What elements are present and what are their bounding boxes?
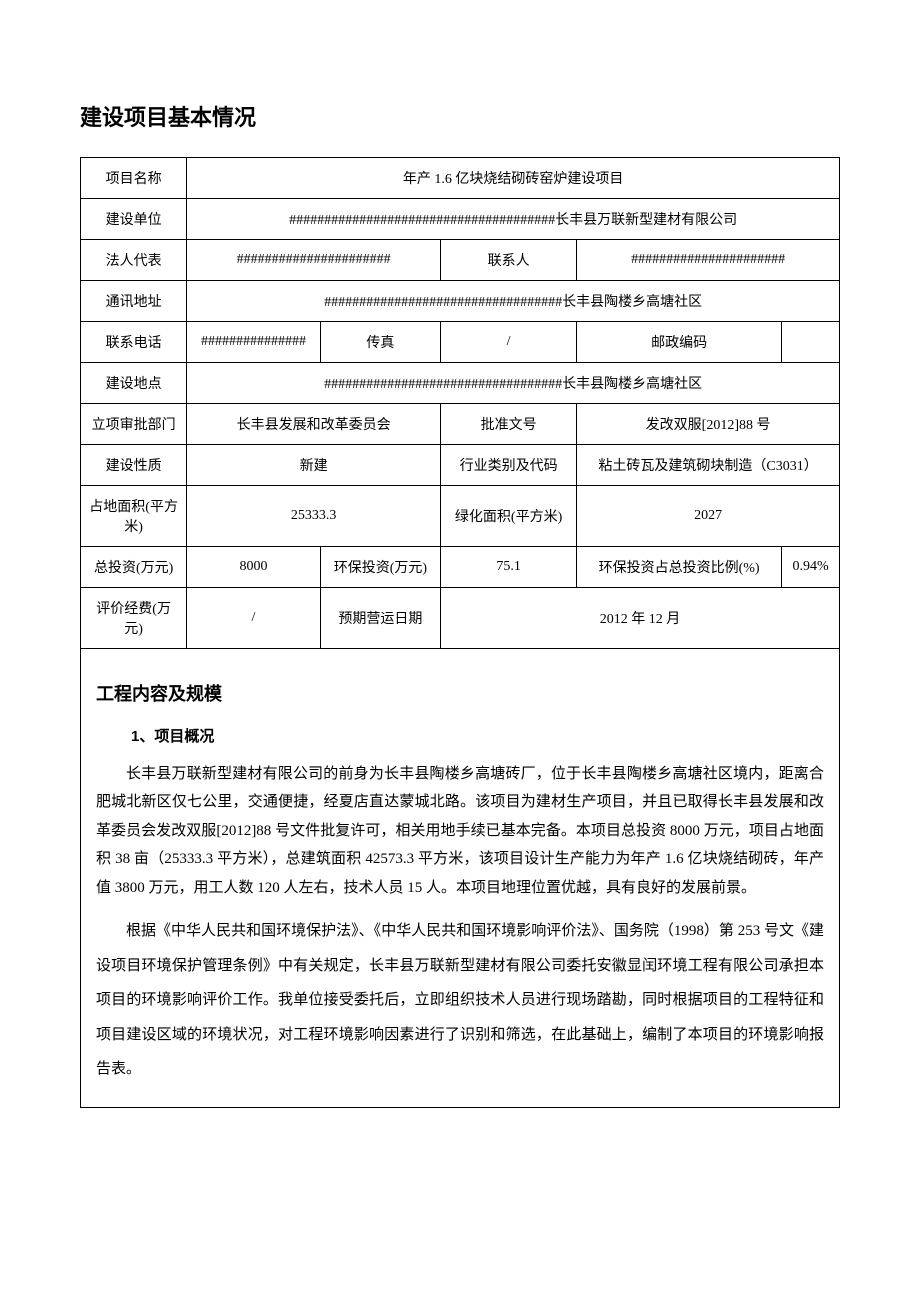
table-row: 评价经费(万元) / 预期营运日期 2012 年 12 月 [81,588,840,649]
paragraph: 根据《中华人民共和国环境保护法》、《中华人民共和国环境影响评价法》、国务院（19… [96,914,824,1087]
cell-value: 25333.3 [187,486,441,547]
cell-label: 行业类别及代码 [441,445,577,486]
cell-label: 立项审批部门 [81,404,187,445]
table-row: 项目名称 年产 1.6 亿块烧结砌砖窑炉建设项目 [81,158,840,199]
table-row: 建设性质 新建 行业类别及代码 粘土砖瓦及建筑砌块制造（C3031） [81,445,840,486]
cell-label: 绿化面积(平方米) [441,486,577,547]
cell-label: 项目名称 [81,158,187,199]
cell-label: 环保投资(万元) [320,547,440,588]
table-row: 通讯地址 ##################################长… [81,281,840,322]
cell-label: 联系电话 [81,322,187,363]
cell-value: 新建 [187,445,441,486]
cell-label: 建设性质 [81,445,187,486]
cell-value: 0.94% [782,547,840,588]
project-info-table: 项目名称 年产 1.6 亿块烧结砌砖窑炉建设项目 建设单位 ##########… [80,157,840,649]
content-section: 工程内容及规模 1、项目概况 长丰县万联新型建材有限公司的前身为长丰县陶楼乡高塘… [80,649,840,1108]
main-heading: 建设项目基本情况 [80,100,840,132]
cell-label: 联系人 [441,240,577,281]
cell-value [782,322,840,363]
cell-value: 年产 1.6 亿块烧结砌砖窑炉建设项目 [187,158,840,199]
cell-value: 发改双服[2012]88 号 [577,404,840,445]
table-row: 建设地点 ##################################长… [81,363,840,404]
cell-value: 2012 年 12 月 [441,588,840,649]
cell-value: 2027 [577,486,840,547]
cell-value: ###################### [187,240,441,281]
section-heading: 工程内容及规模 [96,677,824,711]
cell-label: 传真 [320,322,440,363]
cell-label: 建设地点 [81,363,187,404]
cell-label: 邮政编码 [577,322,782,363]
cell-value: ###################### [577,240,840,281]
cell-value: ######################################长丰… [187,199,840,240]
cell-value: 75.1 [441,547,577,588]
cell-value: 8000 [187,547,320,588]
table-row: 建设单位 ###################################… [81,199,840,240]
cell-label: 占地面积(平方米) [81,486,187,547]
table-row: 总投资(万元) 8000 环保投资(万元) 75.1 环保投资占总投资比例(%)… [81,547,840,588]
cell-value: / [441,322,577,363]
cell-label: 总投资(万元) [81,547,187,588]
cell-label: 法人代表 [81,240,187,281]
sub-heading: 1、项目概况 [131,723,824,752]
cell-value: / [187,588,320,649]
cell-value: 长丰县发展和改革委员会 [187,404,441,445]
cell-label: 环保投资占总投资比例(%) [577,547,782,588]
cell-value: ##################################长丰县陶楼乡… [187,281,840,322]
paragraph: 长丰县万联新型建材有限公司的前身为长丰县陶楼乡高塘砖厂，位于长丰县陶楼乡高塘社区… [96,760,824,903]
cell-label: 建设单位 [81,199,187,240]
cell-value: ##################################长丰县陶楼乡… [187,363,840,404]
cell-label: 批准文号 [441,404,577,445]
table-row: 立项审批部门 长丰县发展和改革委员会 批准文号 发改双服[2012]88 号 [81,404,840,445]
table-row: 占地面积(平方米) 25333.3 绿化面积(平方米) 2027 [81,486,840,547]
table-row: 法人代表 ###################### 联系人 ########… [81,240,840,281]
cell-label: 预期营运日期 [320,588,440,649]
table-row: 联系电话 ############### 传真 / 邮政编码 [81,322,840,363]
cell-label: 通讯地址 [81,281,187,322]
cell-value: 粘土砖瓦及建筑砌块制造（C3031） [577,445,840,486]
cell-value: ############### [187,322,320,363]
cell-label: 评价经费(万元) [81,588,187,649]
